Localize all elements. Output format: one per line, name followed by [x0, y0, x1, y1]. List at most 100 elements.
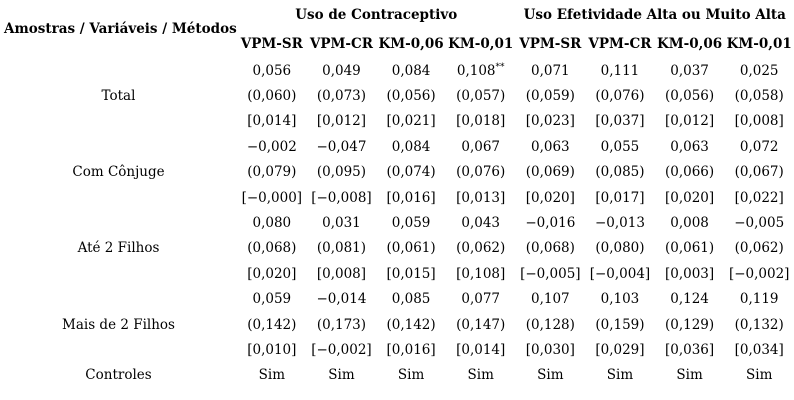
data-cell: 0,043: [461, 215, 501, 232]
data-cell: [0,108]: [456, 265, 506, 282]
group-header-uso-efetividade-alta: Uso Efetividade Alta ou Muito Alta: [523, 6, 786, 23]
data-cell: 0,031: [322, 215, 361, 232]
data-cell: (0,142): [247, 316, 297, 333]
table-row: [−0,000] [−0,008] [0,016] [0,013] [0,020] [0,…: [0, 185, 794, 210]
data-cell: 0,084: [391, 138, 431, 155]
data-cell: (0,061): [386, 240, 436, 257]
data-cell: [0,034]: [734, 341, 784, 358]
results-table: Amostras / Variáveis / Métodos Uso de Co…: [0, 6, 794, 388]
data-cell: (0,058): [734, 88, 784, 105]
row-label: Controles: [85, 367, 152, 384]
data-cell: 0,107: [530, 291, 570, 308]
data-cell: 0,080: [252, 215, 292, 232]
data-cell: [0,003]: [664, 265, 715, 282]
data-cell: (0,059): [525, 88, 575, 105]
data-cell: −0,005: [734, 215, 785, 232]
table-row: (0,060) (0,073) (0,056) (0,057) (0,059) (0,07…: [0, 83, 794, 108]
data-cell: [0,015]: [386, 265, 436, 282]
data-cell: (0,128): [525, 316, 575, 333]
data-cell: (0,132): [734, 316, 784, 333]
data-cell: 0,108**: [456, 62, 505, 79]
row-label: Com Cônjuge: [72, 164, 165, 181]
data-cell: (0,142): [386, 316, 436, 333]
data-cell: 0,059: [391, 215, 431, 232]
data-cell: [0,020]: [664, 189, 715, 206]
data-cell: 0,111: [600, 62, 640, 79]
data-cell: 0,067: [461, 138, 501, 155]
data-cell: [−0,008]: [311, 189, 372, 206]
table-row: Com Cônjuge −0,002 −0,047 0,084 0,067 0,063 0,…: [0, 134, 794, 180]
data-cell: (0,068): [525, 240, 575, 257]
data-cell: (0,056): [386, 88, 436, 105]
table-row: Até 2 Filhos 0,080 0,031 0,059 0,043 −0,016 −0…: [0, 210, 794, 256]
data-cell: Sim: [397, 367, 425, 384]
data-cell: [0,020]: [247, 265, 297, 282]
data-cell: [0,037]: [595, 113, 645, 130]
table-row: (0,079) (0,095) (0,074) (0,076) (0,069) (0,08…: [0, 160, 794, 185]
data-cell: [0,023]: [525, 113, 575, 130]
data-cell: Sim: [467, 367, 494, 384]
data-cell: 0,071: [530, 62, 570, 79]
data-cell: (0,159): [595, 316, 645, 333]
significance-stars: **: [495, 62, 505, 73]
data-cell: 0,037: [670, 62, 709, 79]
corner-header: Amostras / Variáveis / Métodos: [4, 21, 237, 37]
data-cell: [0,016]: [386, 189, 436, 206]
table-row: [0,014] [0,012] [0,021] [0,018] [0,023] [0,03…: [0, 109, 794, 134]
data-cell: [0,008]: [316, 265, 367, 282]
table-row: Mais de 2 Filhos 0,059 −0,014 0,085 0,077 0,1…: [0, 287, 794, 332]
data-cell: 0,056: [252, 62, 292, 79]
data-cell: [0,014]: [456, 341, 506, 358]
data-cell: −0,014: [316, 291, 367, 308]
group-header-uso-de-contraceptivo: Uso de Contraceptivo: [295, 6, 458, 23]
data-cell: (0,076): [456, 164, 506, 181]
data-cell: [−0,005]: [520, 265, 581, 282]
data-cell: (0,062): [456, 240, 506, 257]
controls-row: Controles Sim Sim Sim Sim Sim Sim Sim Sim: [0, 363, 794, 388]
data-cell: Sim: [746, 367, 773, 384]
data-cell: [−0,002]: [311, 341, 372, 358]
data-cell: 0,103: [600, 291, 640, 308]
method-header: VPM-CR: [309, 35, 373, 52]
method-header: KM-0,06: [656, 35, 723, 52]
data-cell: −0,013: [594, 215, 645, 232]
data-cell: [−0,002]: [728, 265, 790, 282]
method-header: VPM-SR: [519, 35, 582, 52]
row-label: Mais de 2 Filhos: [62, 316, 175, 333]
data-cell: (0,061): [664, 240, 715, 257]
table-row: (0,068) (0,081) (0,061) (0,062) (0,068) (0,08…: [0, 236, 794, 261]
data-cell: 0,124: [670, 291, 709, 308]
data-cell: (0,147): [456, 316, 506, 333]
data-cell: 0,025: [739, 62, 779, 79]
data-cell: Sim: [258, 367, 285, 384]
data-cell: [0,029]: [595, 341, 645, 358]
data-cell: [0,012]: [316, 113, 367, 130]
data-cell: Sim: [537, 367, 564, 384]
data-cell: 0,084: [391, 62, 431, 79]
data-cell: [−0,004]: [589, 265, 651, 282]
data-cell: −0,047: [316, 138, 367, 155]
data-cell: (0,085): [595, 164, 645, 181]
data-cell: [0,021]: [386, 113, 436, 130]
table-body: Total 0,056 0,049 0,084 0,108** 0,071 0,111 0,0…: [0, 58, 794, 388]
data-cell: (0,173): [316, 316, 367, 333]
data-cell: (0,080): [595, 240, 645, 257]
data-cell: (0,068): [247, 240, 297, 257]
data-cell: (0,073): [316, 88, 367, 105]
data-cell: 0,077: [461, 291, 501, 308]
data-cell: [0,013]: [456, 189, 506, 206]
method-header: KM-0,01: [448, 35, 514, 52]
data-cell: (0,056): [664, 88, 715, 105]
method-header: KM-0,01: [726, 35, 792, 52]
data-cell: Sim: [328, 367, 355, 384]
data-cell: [0,022]: [734, 189, 784, 206]
data-cell: [0,010]: [247, 341, 297, 358]
data-cell: (0,129): [664, 316, 715, 333]
data-cell: [−0,000]: [241, 189, 303, 206]
data-cell: [0,017]: [595, 189, 645, 206]
data-cell: (0,079): [247, 164, 297, 181]
method-header: VPM-CR: [588, 35, 652, 52]
data-cell: 0,063: [530, 138, 570, 155]
data-cell: 0,063: [670, 138, 709, 155]
